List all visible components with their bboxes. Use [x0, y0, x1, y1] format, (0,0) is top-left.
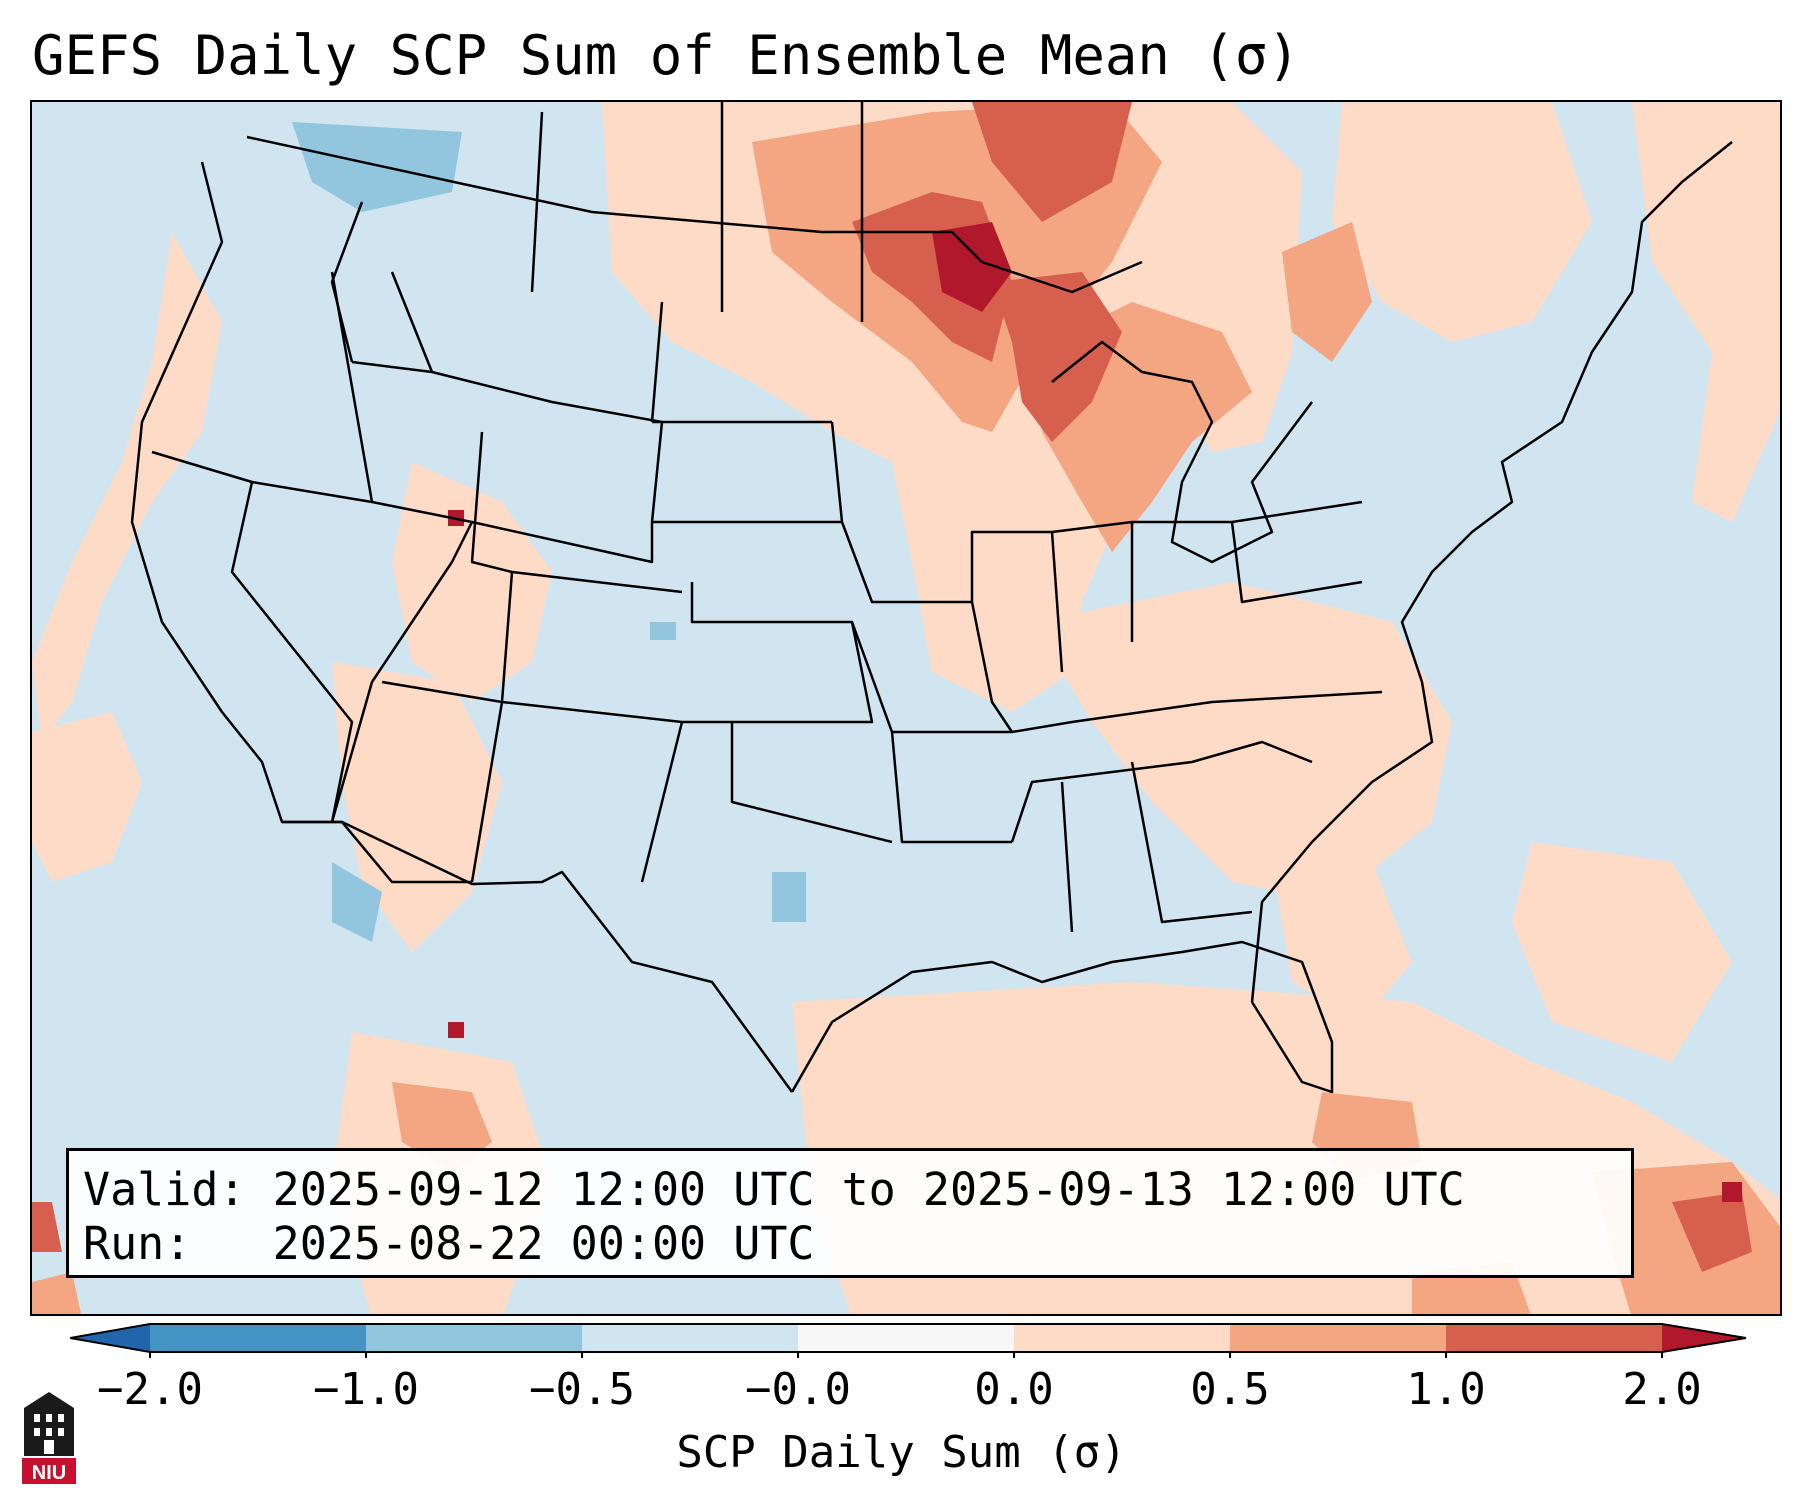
- colorbar: [70, 1323, 1747, 1358]
- colorbar-segment-gt-2: [1662, 1324, 1746, 1352]
- field-east: [1032, 582, 1452, 902]
- scp-anomaly-field: [32, 102, 1780, 1314]
- field-texas: [772, 872, 806, 922]
- map-panel: [30, 100, 1782, 1316]
- colorbar-tick-label: 0.0: [974, 1364, 1054, 1415]
- east-coast: [1250, 141, 1733, 1003]
- colorbar-label: SCP Daily Sum (σ): [676, 1427, 1127, 1478]
- field-great-basin: [392, 462, 552, 702]
- state-lines-plains: [652, 420, 1012, 844]
- colorbar-segment-0-05: [1014, 1324, 1230, 1352]
- mexico-border: [282, 820, 794, 1093]
- colorbar-tick-marks: [149, 1352, 1663, 1358]
- field-baja-gulf: [332, 862, 382, 942]
- great-lakes-outline: [1051, 340, 1313, 564]
- validity-info-box: Valid: 2025-09-12 12:00 UTC to 2025-09-1…: [66, 1148, 1634, 1278]
- west-coast-outline: [130, 161, 472, 884]
- state-lines-east: [970, 500, 1383, 933]
- colorbar-tick-label: −2.0: [97, 1364, 203, 1415]
- field-pacific-sw: [32, 1272, 82, 1314]
- run-value: 2025-08-22 00:00 UTC: [272, 1217, 815, 1270]
- field-peak-cuba: [1722, 1182, 1742, 1202]
- colorbar-tick-label: −0.5: [529, 1364, 635, 1415]
- field-peak-mexico: [448, 1022, 464, 1038]
- valid-label: Valid:: [83, 1163, 246, 1216]
- valid-value: 2025-09-12 12:00 UTC to 2025-09-13 12:00…: [272, 1163, 1465, 1216]
- field-cuba-east: [1672, 1192, 1752, 1272]
- field-light-negative: [292, 122, 806, 942]
- chart-title: GEFS Daily SCP Sum of Ensemble Mean (σ): [32, 24, 1300, 87]
- colorbar-segment-minus1-minus05: [366, 1324, 582, 1352]
- colorbar-tick-label: 1.0: [1406, 1364, 1486, 1415]
- colorbar-segment-0-0: [798, 1324, 1014, 1352]
- field-atlantic-ne: [1632, 102, 1780, 522]
- colorbar-tick-label: −1.0: [313, 1364, 419, 1415]
- gulf-coast: [790, 940, 1334, 1094]
- colorbar-segment-lt-minus2: [70, 1324, 150, 1352]
- map-svg: [32, 102, 1780, 1314]
- field-colorado: [650, 622, 676, 640]
- field-quebec: [1332, 102, 1592, 342]
- colorbar-tick-label: 0.5: [1190, 1364, 1270, 1415]
- niu-university-logo-icon: NIU: [22, 1392, 76, 1484]
- colorbar-segment-minus2-minus1: [150, 1324, 366, 1352]
- colorbar-tick-label: −0.0: [745, 1364, 851, 1415]
- colorbar-segment-05-1: [1230, 1324, 1446, 1352]
- field-peak-minnesota: [932, 222, 1012, 312]
- field-atlantic-east: [1512, 842, 1732, 1062]
- field-pacific-spot: [32, 1202, 62, 1252]
- state-lines-mountain: [330, 102, 864, 594]
- state-borders: [130, 102, 1733, 1094]
- field-bc-interior: [292, 122, 462, 212]
- field-minnesota-wisconsin: [992, 272, 1122, 442]
- colorbar-segment-minus05-0: [582, 1324, 798, 1352]
- field-ontario: [1282, 222, 1372, 362]
- logo-text: NIU: [32, 1462, 66, 1484]
- field-southwest: [332, 662, 502, 952]
- field-north-border: [972, 102, 1132, 222]
- field-pac-nw-coast: [32, 232, 222, 742]
- field-southeast: [1272, 862, 1412, 1022]
- state-lines-west: [151, 271, 684, 883]
- colorbar-tick-label: 2.0: [1622, 1364, 1702, 1415]
- run-label: Run:: [83, 1217, 192, 1270]
- field-pacific-offshore: [32, 712, 142, 882]
- us-canada-border: [246, 135, 1143, 294]
- colorbar-segment-1-2: [1446, 1324, 1662, 1352]
